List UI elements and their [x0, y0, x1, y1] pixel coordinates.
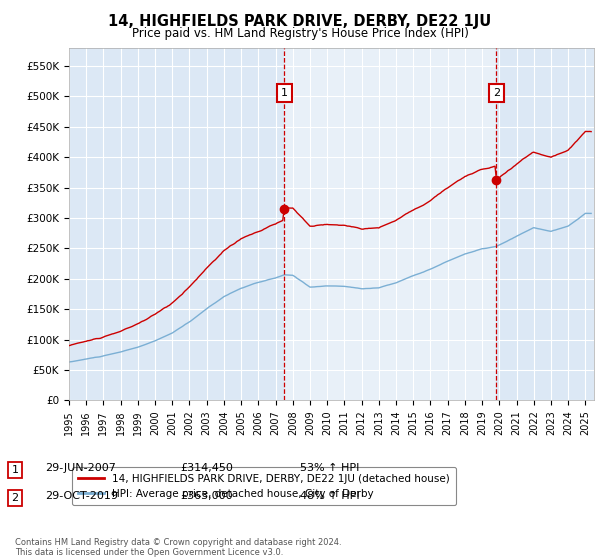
Text: 29-OCT-2019: 29-OCT-2019 [45, 491, 118, 501]
Text: Contains HM Land Registry data © Crown copyright and database right 2024.
This d: Contains HM Land Registry data © Crown c… [15, 538, 341, 557]
Text: 2: 2 [11, 493, 19, 503]
Text: 1: 1 [281, 88, 287, 98]
Text: 2: 2 [493, 88, 500, 98]
Text: £314,450: £314,450 [180, 463, 233, 473]
Text: 48% ↑ HPI: 48% ↑ HPI [300, 491, 359, 501]
Text: Price paid vs. HM Land Registry's House Price Index (HPI): Price paid vs. HM Land Registry's House … [131, 27, 469, 40]
Text: 1: 1 [11, 465, 19, 475]
Text: 53% ↑ HPI: 53% ↑ HPI [300, 463, 359, 473]
Text: £363,000: £363,000 [180, 491, 233, 501]
Bar [284, 48, 496, 400]
Text: 29-JUN-2007: 29-JUN-2007 [45, 463, 116, 473]
Legend: 14, HIGHFIELDS PARK DRIVE, DERBY, DE22 1JU (detached house), HPI: Average price,: 14, HIGHFIELDS PARK DRIVE, DERBY, DE22 1… [71, 468, 456, 505]
Text: 14, HIGHFIELDS PARK DRIVE, DERBY, DE22 1JU: 14, HIGHFIELDS PARK DRIVE, DERBY, DE22 1… [109, 14, 491, 29]
